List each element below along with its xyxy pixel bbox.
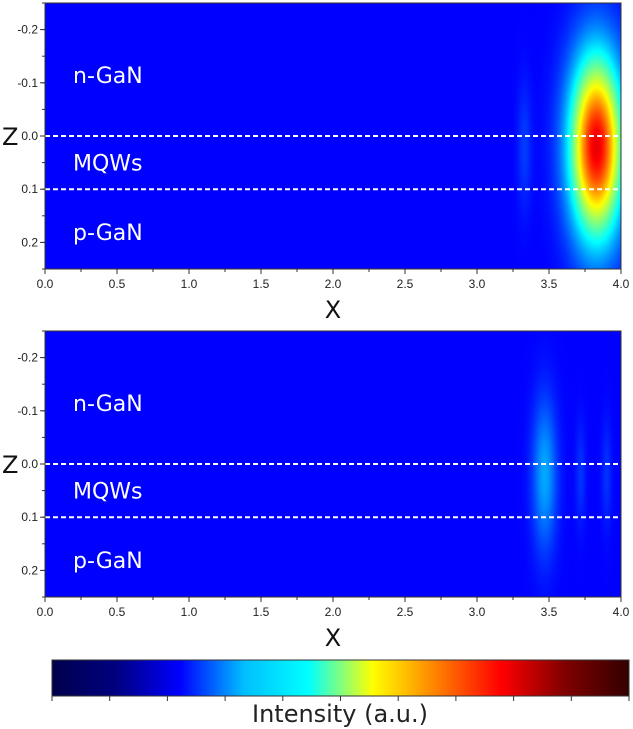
colorbar: Intensity (a.u.) (51, 659, 630, 728)
bottom-heatmap-panel: n-GaN MQWs p-GaN 0.0 0.5 1.0 1.5 2.0 2.5 3.0 3.5 4.… (2, 330, 630, 652)
region-label: n-GaN (73, 392, 143, 417)
y-tick-label: 0.1 (21, 182, 38, 196)
x-tick-label: 1.0 (181, 277, 198, 291)
x-tick-label: 4.0 (613, 605, 630, 619)
y-tick-label: -0.2 (17, 351, 38, 365)
y-axis-title: Z (2, 451, 18, 479)
x-tick-label: 4.0 (613, 277, 630, 291)
x-tick-label: 3.0 (469, 605, 486, 619)
x-tick-label: 1.5 (253, 277, 270, 291)
region-label: n-GaN (73, 64, 143, 89)
x-tick-label: 3.5 (541, 277, 558, 291)
y-axis-title: Z (2, 123, 18, 151)
colorbar-label: Intensity (a.u.) (252, 700, 428, 728)
y-tick-label: 0.2 (21, 235, 38, 249)
top-heatmap-panel: n-GaN MQWs p-GaN 0.0 0.5 1.0 1.5 2.0 2.5 3.0 3.5 4.… (2, 2, 630, 324)
x-tick-label: 0.5 (109, 605, 126, 619)
x-tick-label: 3.5 (541, 605, 558, 619)
x-axis-title: X (325, 624, 341, 652)
y-tick-label: 0.1 (21, 510, 38, 524)
y-tick-label: -0.1 (17, 76, 38, 90)
region-label: MQWs (73, 480, 143, 505)
colorbar-gradient (51, 659, 630, 697)
y-tick-label: -0.1 (17, 404, 38, 418)
x-axis-title: X (325, 296, 341, 324)
x-tick-label: 0.0 (37, 605, 54, 619)
colorbar-ticks (51, 696, 630, 701)
region-label: p-GaN (73, 549, 143, 574)
x-tick-label: 2.0 (325, 605, 342, 619)
y-tick-label: 0.0 (21, 457, 38, 471)
y-tick-label: -0.2 (17, 23, 38, 37)
y-tick-label: 0.2 (21, 563, 38, 577)
y-tick-label: 0.0 (21, 129, 38, 143)
region-label: p-GaN (73, 221, 143, 246)
x-tick-label: 3.0 (469, 277, 486, 291)
x-tick-label: 0.5 (109, 277, 126, 291)
x-tick-label: 2.5 (397, 277, 414, 291)
x-tick-label: 2.0 (325, 277, 342, 291)
x-tick-label: 2.5 (397, 605, 414, 619)
x-tick-label: 1.5 (253, 605, 270, 619)
x-tick-label: 0.0 (37, 277, 54, 291)
region-label: MQWs (73, 152, 143, 177)
x-tick-label: 1.0 (181, 605, 198, 619)
